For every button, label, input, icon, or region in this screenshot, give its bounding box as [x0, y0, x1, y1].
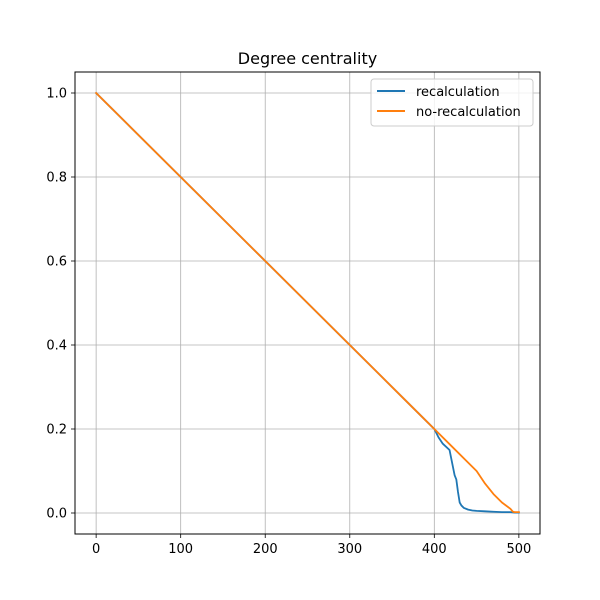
- plot-frame: [74, 71, 541, 535]
- y-tick-label: 0.4: [46, 339, 67, 354]
- series-line-no-recalculation: [94, 91, 520, 514]
- x-tick-label: 400: [422, 542, 447, 557]
- y-tick-label: 0.8: [46, 171, 67, 186]
- x-tick-label: 200: [253, 542, 278, 557]
- y-tick-label: 0.0: [46, 507, 67, 522]
- x-tick-label: 100: [168, 542, 193, 557]
- tick-layer: 0 100 200 300 400 500 0.0 0.2 0.4 0.6 0.8 1.0: [46, 87, 531, 558]
- grid-layer: [75, 72, 540, 534]
- legend-label-no-recalculation: no-recalculation: [416, 105, 521, 120]
- y-tick-label: 1.0: [46, 87, 67, 102]
- series-layer: [94, 91, 520, 514]
- x-tick-label: 300: [337, 542, 362, 557]
- chart-title: Degree centrality: [238, 49, 377, 68]
- legend-box: [370, 78, 534, 127]
- x-tick-label: 0: [92, 542, 100, 557]
- y-tick-label: 0.6: [46, 255, 67, 270]
- y-tick-label: 0.2: [46, 423, 67, 438]
- legend: recalculation no-recalculation: [370, 78, 534, 127]
- legend-label-recalculation: recalculation: [416, 85, 500, 100]
- x-tick-label: 500: [506, 542, 531, 557]
